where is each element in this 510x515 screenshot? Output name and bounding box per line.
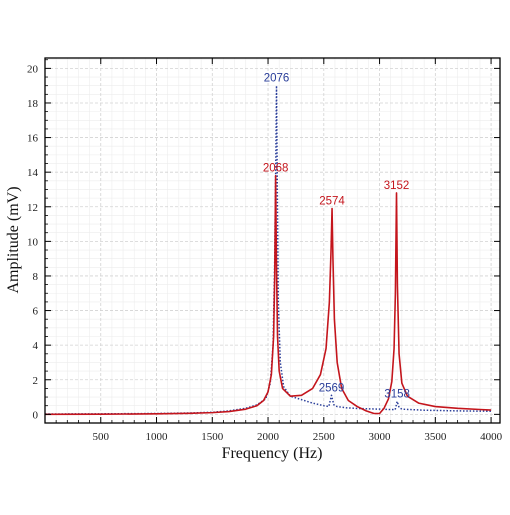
- peak-label: 2068: [263, 163, 289, 175]
- plot-frame: [44, 57, 501, 424]
- peak-labels: 2076 2569 3158 2068 2574 3152: [263, 73, 410, 401]
- y-tick-label: 0: [33, 409, 39, 421]
- x-tick-label: 1500: [201, 431, 224, 443]
- y-tick-label: 6: [33, 306, 39, 318]
- peak-label: 2569: [319, 382, 345, 394]
- y-tick-label: 2: [33, 375, 39, 387]
- y-tick-label: 20: [27, 63, 39, 75]
- y-tick-label: 18: [27, 98, 39, 110]
- peak-label: 3152: [384, 180, 410, 192]
- y-tick-label: 12: [27, 202, 38, 214]
- x-tick-label: 2500: [313, 431, 336, 443]
- x-tick-label: 3500: [424, 431, 447, 443]
- series-line-2: [44, 174, 492, 416]
- x-tick-label: 4000: [480, 431, 503, 443]
- peak-label: 2574: [319, 195, 345, 207]
- y-tick-label: 8: [33, 271, 39, 283]
- x-tick-label: 2000: [257, 431, 280, 443]
- y-tick-label: 14: [27, 167, 39, 179]
- grid: [45, 58, 500, 423]
- y-axis-title: Amplitude (mV): [5, 186, 22, 293]
- x-tick-label: 3000: [369, 431, 392, 443]
- y-tick-label: 16: [27, 133, 39, 145]
- x-axis-title: Frequency (Hz): [222, 445, 323, 462]
- axis-ticks: 500 1000 1500 2000 2500 3000 3500 4000 0 2 4 6 8 10 12…: [27, 58, 503, 443]
- x-tick-label: 1000: [146, 431, 169, 443]
- peak-label: 3158: [384, 388, 410, 400]
- peak-label: 2076: [264, 73, 290, 85]
- y-tick-label: 4: [33, 340, 39, 352]
- y-tick-label: 10: [27, 236, 39, 248]
- series-line-1: [44, 84, 492, 415]
- x-tick-label: 500: [93, 431, 110, 443]
- series-layer: [44, 84, 492, 416]
